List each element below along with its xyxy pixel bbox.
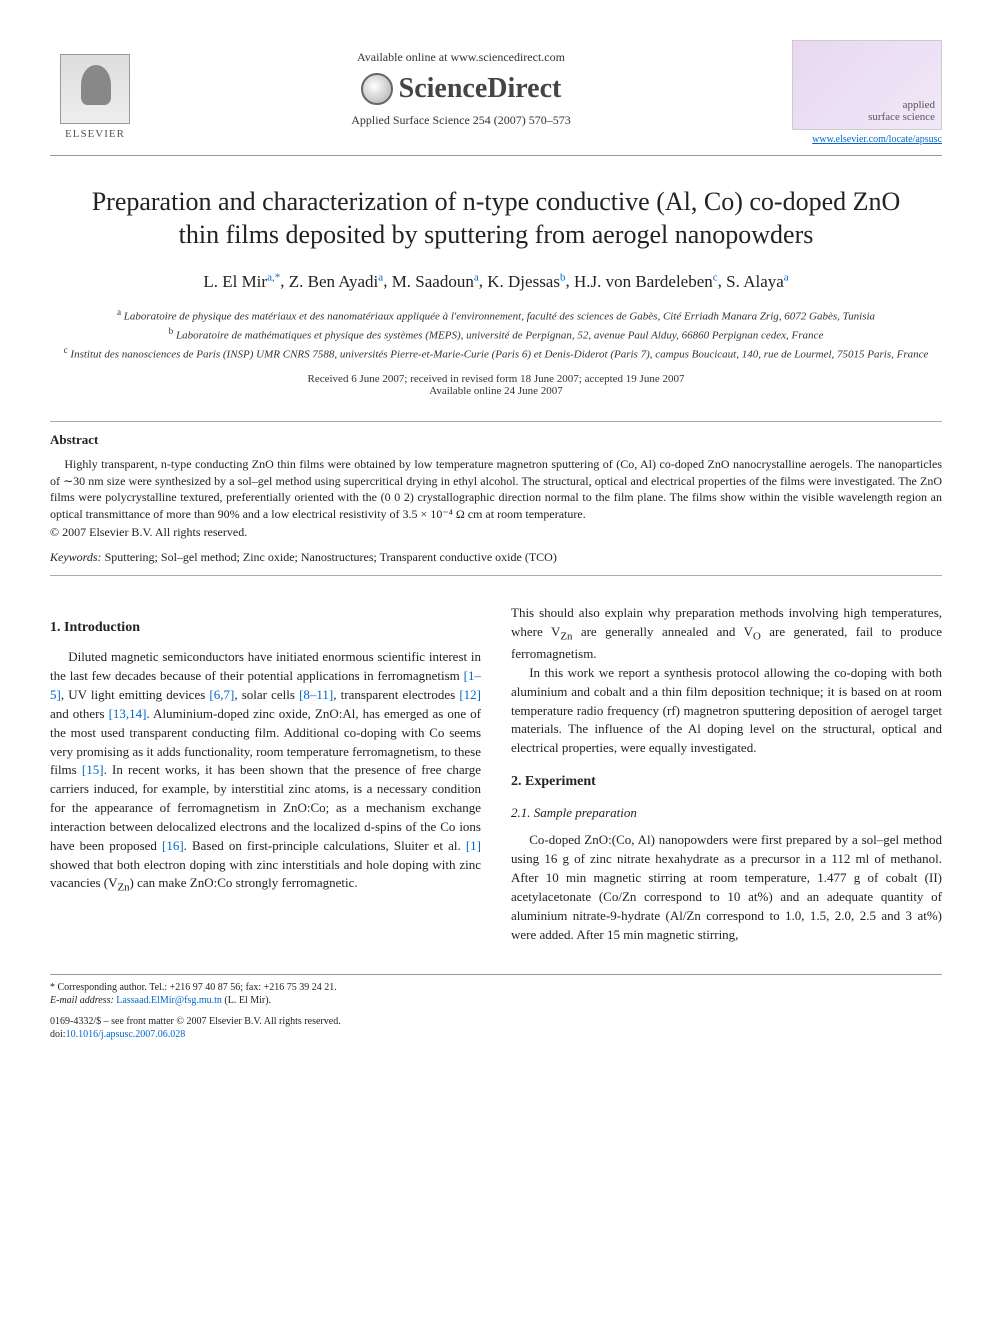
body-columns: 1. Introduction Diluted magnetic semicon… — [50, 604, 942, 944]
corresponding-author: * Corresponding author. Tel.: +216 97 40… — [50, 981, 478, 994]
article-dates: Received 6 June 2007; received in revise… — [50, 373, 942, 397]
keywords: Keywords: Sputtering; Sol–gel method; Zi… — [50, 550, 942, 565]
intro-paragraph-1-cont: This should also explain why preparation… — [511, 604, 942, 664]
ref-link[interactable]: [12] — [459, 687, 481, 702]
ref-link[interactable]: [16] — [162, 838, 184, 853]
right-header: applied surface science www.elsevier.com… — [782, 40, 942, 145]
abstract-heading: Abstract — [50, 432, 942, 448]
ref-link[interactable]: [1] — [466, 838, 481, 853]
abstract-copyright: © 2007 Elsevier B.V. All rights reserved… — [50, 525, 942, 540]
ref-link[interactable]: [6,7] — [209, 687, 234, 702]
article-title: Preparation and characterization of n-ty… — [70, 186, 922, 251]
sample-preparation-heading: 2.1. Sample preparation — [511, 804, 942, 823]
abstract-text: Highly transparent, n-type conducting Zn… — [50, 456, 942, 523]
available-online-text: Available online at www.sciencedirect.co… — [140, 50, 782, 65]
journal-reference: Applied Surface Science 254 (2007) 570–5… — [140, 113, 782, 128]
ref-link[interactable]: [15] — [82, 762, 104, 777]
page-footer: * Corresponding author. Tel.: +216 97 40… — [50, 974, 942, 1041]
affiliation-b: b Laboratoire de mathématiques et physiq… — [50, 325, 942, 344]
received-dates: Received 6 June 2007; received in revise… — [50, 373, 942, 385]
online-date: Available online 24 June 2007 — [50, 385, 942, 397]
corresponding-email: E-mail address: Lassaad.ElMir@fsg.mu.tn … — [50, 994, 478, 1007]
journal-cover-thumb: applied surface science — [792, 40, 942, 130]
intro-paragraph-2: In this work we report a synthesis proto… — [511, 664, 942, 758]
keywords-label: Keywords: — [50, 550, 102, 564]
affiliation-a: a Laboratoire de physique des matériaux … — [50, 306, 942, 325]
corresponding-author-block: * Corresponding author. Tel.: +216 97 40… — [50, 981, 478, 1041]
sciencedirect-swirl-icon — [361, 73, 393, 105]
header-rule — [50, 155, 942, 156]
corresponding-star-icon[interactable]: ,* — [272, 271, 280, 283]
sciencedirect-logo: ScienceDirect — [140, 73, 782, 105]
elsevier-tree-icon — [60, 54, 130, 124]
author: H.J. von Bardelebenc — [574, 272, 718, 291]
author: L. El Mira,* — [203, 272, 280, 291]
right-column: This should also explain why preparation… — [511, 604, 942, 944]
authors-line: L. El Mira,*, Z. Ben Ayadia, M. Saadouna… — [50, 271, 942, 292]
issn-line: 0169-4332/$ – see front matter © 2007 El… — [50, 1015, 478, 1028]
ref-link[interactable]: [8–11] — [299, 687, 333, 702]
introduction-heading: 1. Introduction — [50, 618, 481, 638]
doi-link[interactable]: 10.1016/j.apsusc.2007.06.028 — [66, 1029, 186, 1040]
doi-line: doi:10.1016/j.apsusc.2007.06.028 — [50, 1028, 478, 1041]
left-column: 1. Introduction Diluted magnetic semicon… — [50, 604, 481, 944]
elsevier-label: ELSEVIER — [65, 128, 125, 140]
journal-cover-line1: applied — [903, 99, 935, 111]
intro-paragraph-1: Diluted magnetic semiconductors have ini… — [50, 648, 481, 896]
experiment-heading: 2. Experiment — [511, 772, 942, 792]
author: S. Alayaa — [726, 272, 789, 291]
ref-link[interactable]: [13,14] — [109, 706, 147, 721]
author: M. Saadouna — [392, 272, 479, 291]
abstract-rule-top — [50, 421, 942, 422]
abstract-rule-bottom — [50, 575, 942, 576]
author: Z. Ben Ayadia — [289, 272, 383, 291]
elsevier-logo: ELSEVIER — [50, 40, 140, 140]
affiliation-c: c Institut des nanosciences de Paris (IN… — [50, 344, 942, 363]
page-header: ELSEVIER Available online at www.science… — [50, 40, 942, 145]
sciencedirect-text: ScienceDirect — [399, 73, 562, 105]
email-link[interactable]: Lassaad.ElMir@fsg.mu.tn — [116, 995, 222, 1006]
journal-cover-line2: surface science — [868, 111, 935, 123]
author: K. Djessasb — [487, 272, 565, 291]
keywords-text: Sputtering; Sol–gel method; Zinc oxide; … — [105, 550, 557, 564]
affiliations: a Laboratoire de physique des matériaux … — [50, 306, 942, 363]
experiment-paragraph-1: Co-doped ZnO:(Co, Al) nanopowders were f… — [511, 831, 942, 944]
elsevier-url-link[interactable]: www.elsevier.com/locate/apsusc — [782, 134, 942, 145]
center-header: Available online at www.sciencedirect.co… — [140, 40, 782, 128]
